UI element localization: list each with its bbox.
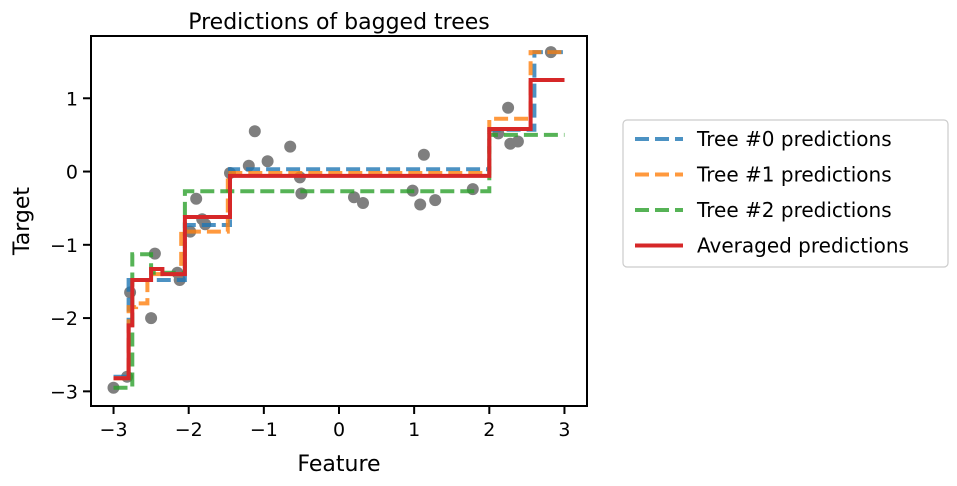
y-tick-label: −3 [50,381,78,403]
series-line-1 [113,50,565,381]
data-point [502,101,515,114]
data-point [348,191,360,204]
y-tick-label: −2 [50,308,78,330]
x-tick-label: −3 [100,419,128,441]
data-point [284,140,297,153]
y-tick-label: 1 [66,88,78,110]
data-point [248,125,261,138]
y-tick-label: −1 [50,235,78,257]
plot-frame [90,35,588,407]
series-line-0 [113,50,565,379]
x-tick-label: −1 [250,419,278,441]
data-point [414,198,427,211]
x-tick-label: 2 [483,419,495,441]
x-axis-label: Feature [297,452,380,477]
legend-label: Tree #2 predictions [696,198,892,222]
data-point [145,312,158,325]
x-tick-label: 0 [333,419,345,441]
legend-frame [622,119,949,268]
series-line-3 [113,78,565,381]
data-point [417,148,430,161]
y-axis-label: Target [10,187,35,256]
data-point [511,135,524,148]
legend-label: Tree #0 predictions [696,127,892,151]
x-tick-label: 3 [558,419,570,441]
legend: Tree #0 predictions Tree #1 predictions Tr… [622,119,949,268]
y-axis: −3 −2 −1 0 1 [50,88,91,403]
plot-area [107,46,565,394]
x-tick-label: −2 [175,419,203,441]
x-tick-label: 1 [408,419,420,441]
legend-label: Tree #1 predictions [696,163,892,187]
chart-title: Predictions of bagged trees [188,10,490,35]
data-point [357,197,369,209]
data-point [261,155,274,168]
y-tick-label: 0 [66,162,78,184]
data-point [190,192,203,205]
legend-label: Averaged predictions [697,234,909,258]
x-axis: −3 −2 −1 0 1 2 3 [100,406,571,441]
data-point [429,194,442,207]
